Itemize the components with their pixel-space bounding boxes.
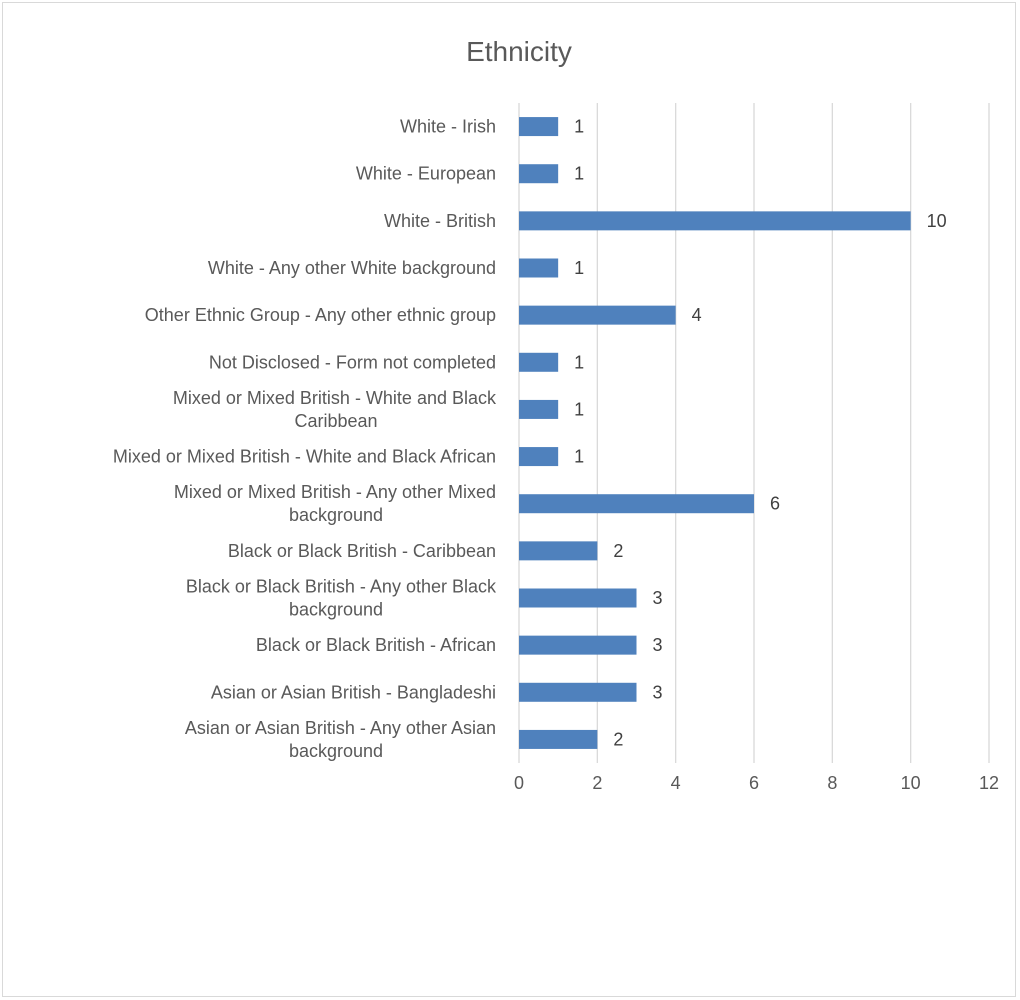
bars — [519, 117, 911, 749]
bar — [519, 494, 754, 514]
bar — [519, 447, 559, 467]
gridlines — [518, 103, 990, 763]
category-label: White - Irish — [400, 117, 496, 137]
bar — [519, 305, 676, 325]
category-label: White - European — [356, 164, 496, 184]
x-axis-tick-labels: 0 2 4 6 8 10 12 — [514, 773, 999, 793]
category-label-line: White - British — [384, 211, 496, 231]
category-label: White - Any other White background — [208, 258, 496, 278]
category-label-line: White - European — [356, 164, 496, 184]
category-label-line: Not Disclosed - Form not completed — [209, 352, 496, 372]
category-label-line: White - Any other White background — [208, 258, 496, 278]
x-tick-label: 12 — [979, 773, 999, 793]
category-label-line: Mixed or Mixed British - White and Black… — [113, 447, 496, 467]
x-tick-label: 10 — [901, 773, 921, 793]
data-labels: 1 1 10 1 4 1 1 1 6 2 3 3 3 2 — [574, 117, 947, 750]
category-label: White - British — [384, 211, 496, 231]
bar — [519, 541, 598, 561]
data-label: 1 — [574, 258, 584, 278]
data-label: 3 — [653, 635, 663, 655]
data-label: 1 — [574, 117, 584, 137]
category-label: Asian or Asian British - Bangladeshi — [211, 682, 496, 702]
data-label: 1 — [574, 164, 584, 184]
x-tick-label: 6 — [749, 773, 759, 793]
data-label: 3 — [653, 588, 663, 608]
category-label-line: Caribbean — [294, 411, 377, 431]
bar — [519, 729, 598, 749]
data-label: 2 — [613, 541, 623, 561]
bar — [519, 399, 559, 419]
data-label: 2 — [613, 729, 623, 749]
category-label-line: background — [289, 505, 383, 525]
category-label-line: Black or Black British - Any other Black — [186, 577, 497, 597]
category-label-line: Black or Black British - Caribbean — [228, 541, 496, 561]
category-label-line: Mixed or Mixed British - White and Black — [173, 388, 497, 408]
category-label: Mixed or Mixed British - White and Black… — [113, 447, 496, 467]
category-label-line: background — [289, 600, 383, 620]
category-label: Black or Black British - Any other Black… — [186, 577, 497, 620]
bar — [519, 682, 637, 702]
category-label-line: Asian or Asian British - Any other Asian — [185, 718, 496, 738]
chart-title: Ethnicity — [466, 36, 572, 67]
data-label: 10 — [927, 211, 947, 231]
bar — [519, 117, 559, 137]
bar — [519, 211, 911, 231]
data-label: 3 — [653, 682, 663, 702]
category-label-line: background — [289, 741, 383, 761]
bar — [519, 352, 559, 372]
category-label-line: Mixed or Mixed British - Any other Mixed — [174, 482, 496, 502]
category-label-line: Other Ethnic Group - Any other ethnic gr… — [145, 305, 496, 325]
category-label: Black or Black British - Caribbean — [228, 541, 496, 561]
data-label: 1 — [574, 352, 584, 372]
category-label: Other Ethnic Group - Any other ethnic gr… — [145, 305, 496, 325]
category-label-line: Asian or Asian British - Bangladeshi — [211, 682, 496, 702]
category-label: Black or Black British - African — [256, 635, 496, 655]
category-label: Mixed or Mixed British - Any other Mixed… — [174, 482, 496, 525]
category-label: Not Disclosed - Form not completed — [209, 352, 496, 372]
category-label-line: Black or Black British - African — [256, 635, 496, 655]
x-tick-label: 0 — [514, 773, 524, 793]
data-label: 4 — [692, 305, 702, 325]
bar — [519, 635, 637, 655]
category-label: Mixed or Mixed British - White and Black… — [173, 388, 497, 431]
bar — [519, 258, 559, 278]
data-label: 1 — [574, 399, 584, 419]
data-label: 6 — [770, 494, 780, 514]
bar — [519, 588, 637, 608]
x-tick-label: 4 — [671, 773, 681, 793]
category-labels: White - Irish White - European White - Bri… — [113, 117, 497, 761]
category-label: Asian or Asian British - Any other Asian… — [185, 718, 496, 761]
bar — [519, 164, 559, 184]
x-tick-label: 8 — [827, 773, 837, 793]
data-label: 1 — [574, 447, 584, 467]
x-tick-label: 2 — [592, 773, 602, 793]
category-label-line: White - Irish — [400, 117, 496, 137]
